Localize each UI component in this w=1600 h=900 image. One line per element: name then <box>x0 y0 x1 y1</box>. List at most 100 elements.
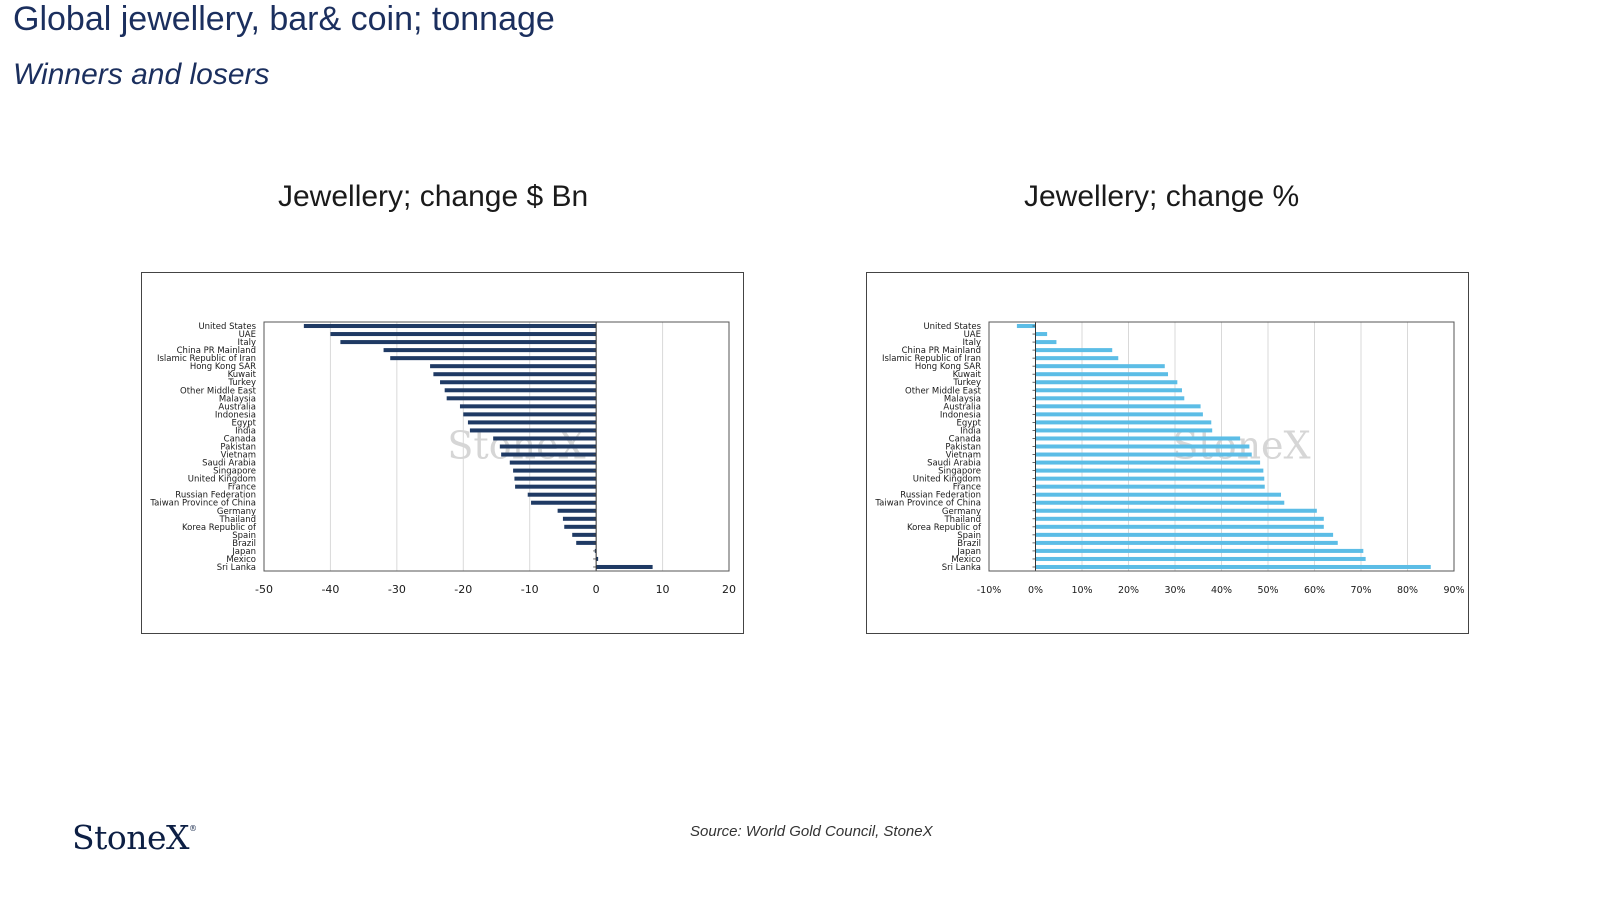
logo-registered-mark: ® <box>189 824 197 833</box>
category-label-right: Mexico <box>951 555 981 565</box>
bar-right <box>1035 412 1203 417</box>
bar-right <box>1016 324 1036 329</box>
category-label-left: Vietnam <box>221 451 256 461</box>
logo-text: StoneX <box>72 818 190 857</box>
category-label-right: Italy <box>963 338 981 348</box>
category-label-right: Indonesia <box>940 410 981 420</box>
category-label-right: France <box>953 483 981 493</box>
bar-right <box>1035 540 1338 545</box>
category-label-left: Australia <box>218 402 256 412</box>
category-label-right: Spain <box>957 531 981 541</box>
bar-right <box>1035 356 1119 361</box>
category-label-right: China PR Mainland <box>902 346 981 356</box>
bar-left <box>509 460 597 465</box>
category-label-right: Egypt <box>956 418 981 428</box>
x-tick-label-left: 0 <box>593 583 600 596</box>
bar-left <box>564 524 597 529</box>
bar-left <box>531 500 597 505</box>
category-label-right: Brazil <box>957 539 981 549</box>
category-label-right: Korea Republic of <box>907 523 982 533</box>
category-label-right: Russian Federation <box>900 491 981 501</box>
x-tick-label-left: -20 <box>454 583 472 596</box>
bar-right <box>1035 556 1366 561</box>
bar-right <box>1035 340 1057 345</box>
category-label-left: Islamic Republic of Iran <box>157 354 256 364</box>
category-label-left: Pakistan <box>220 443 256 453</box>
category-label-left: Taiwan Province of China <box>149 499 256 509</box>
category-label-left: Other Middle East <box>180 386 257 396</box>
x-tick-label-right: 10% <box>1071 585 1092 596</box>
category-label-left: Germany <box>217 507 256 517</box>
category-label-right: Singapore <box>938 467 981 477</box>
bar-left <box>440 380 597 385</box>
bar-left <box>515 484 597 489</box>
category-label-right: Malaysia <box>944 394 981 404</box>
bar-right <box>1035 388 1182 393</box>
bar-right <box>1035 484 1265 489</box>
bar-left <box>499 444 597 449</box>
category-label-right: Japan <box>956 547 981 557</box>
category-label-left: Brazil <box>232 539 256 549</box>
category-label-right: Sri Lanka <box>942 563 981 573</box>
category-label-left: Thailand <box>218 515 256 525</box>
bar-left <box>446 396 597 401</box>
x-tick-label-left: -50 <box>255 583 273 596</box>
x-tick-label-right: 40% <box>1211 585 1232 596</box>
bar-left <box>330 332 597 337</box>
category-label-right: Canada <box>949 434 981 444</box>
category-label-right: India <box>960 426 981 436</box>
bar-right <box>1035 468 1264 473</box>
category-label-left: Sri Lanka <box>217 563 256 573</box>
x-tick-label-right: 80% <box>1397 585 1418 596</box>
category-label-right: Germany <box>942 507 981 517</box>
category-label-left: Malaysia <box>219 394 256 404</box>
category-label-right: Other Middle East <box>905 386 982 396</box>
bar-left <box>576 540 597 545</box>
bar-left <box>562 516 597 521</box>
bar-right <box>1035 452 1252 457</box>
category-label-right: Pakistan <box>945 443 981 453</box>
plot-area-right <box>988 321 1455 572</box>
category-label-right: Turkey <box>952 378 981 388</box>
stonex-logo: StoneX® <box>72 818 197 857</box>
category-label-left: Spain <box>232 531 256 541</box>
x-tick-label-right: 70% <box>1350 585 1371 596</box>
bar-left <box>340 340 597 345</box>
category-label-right: Islamic Republic of Iran <box>882 354 981 364</box>
category-label-left: Hong Kong SAR <box>190 362 256 372</box>
plot-area-left <box>263 321 730 572</box>
bar-left <box>469 428 597 433</box>
bar-right <box>1035 380 1178 385</box>
bar-left <box>390 356 597 361</box>
category-label-right: Thailand <box>943 515 981 525</box>
category-label-left: Saudi Arabia <box>202 459 256 469</box>
bar-right <box>1035 348 1113 353</box>
bar-left <box>527 492 597 497</box>
bar-right <box>1035 492 1282 497</box>
bar-left <box>596 556 599 561</box>
bar-right <box>1035 564 1431 569</box>
category-label-right: Kuwait <box>953 370 982 380</box>
category-label-right: Vietnam <box>946 451 981 461</box>
x-tick-label-right: 90% <box>1443 585 1464 596</box>
chart-title-left: Jewellery; change $ Bn <box>278 180 589 213</box>
x-tick-label-right: 50% <box>1257 585 1278 596</box>
chart-frame-right: StoneX United States UAE Italy China PR Main… <box>866 272 1469 634</box>
bar-right <box>1035 420 1212 425</box>
category-label-left: Mexico <box>226 555 256 565</box>
bar-right <box>1035 476 1265 481</box>
category-label-left: United States <box>198 322 256 332</box>
bar-right <box>1035 548 1364 553</box>
category-label-right: United Kingdom <box>913 475 981 485</box>
category-label-left: Korea Republic of <box>182 523 257 533</box>
category-label-left: Indonesia <box>215 410 256 420</box>
bar-left <box>493 436 597 441</box>
category-label-left: United Kingdom <box>188 475 256 485</box>
bar-left <box>383 348 597 353</box>
category-label-left: France <box>228 483 256 493</box>
bar-right <box>1035 500 1285 505</box>
bar-right <box>1035 372 1169 377</box>
